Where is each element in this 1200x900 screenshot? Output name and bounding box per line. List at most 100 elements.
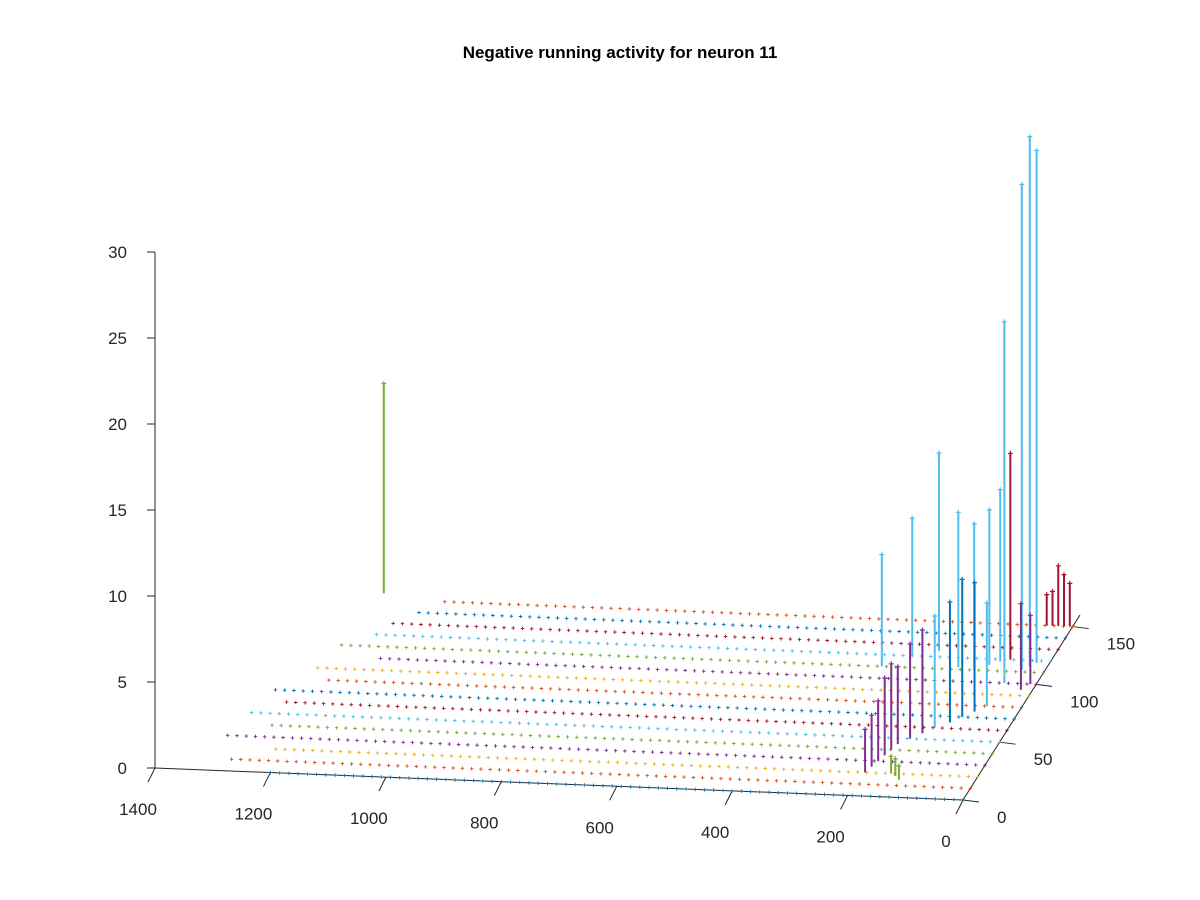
baseline-marker bbox=[726, 765, 731, 769]
baseline-marker bbox=[364, 739, 368, 743]
baseline-marker bbox=[758, 624, 763, 628]
baseline-marker bbox=[766, 612, 770, 617]
baseline-marker bbox=[430, 634, 434, 639]
baseline-marker bbox=[578, 700, 582, 704]
baseline-marker bbox=[705, 634, 709, 638]
baseline-marker bbox=[723, 634, 728, 639]
baseline-marker bbox=[554, 722, 559, 727]
baseline-marker bbox=[831, 793, 836, 797]
baseline-marker bbox=[548, 687, 553, 691]
baseline-marker bbox=[879, 688, 883, 692]
baseline-marker bbox=[759, 742, 764, 747]
baseline-marker bbox=[1001, 705, 1005, 709]
baseline-marker bbox=[679, 644, 684, 649]
stem-marker bbox=[888, 753, 894, 759]
baseline-marker bbox=[655, 667, 660, 672]
baseline-marker bbox=[559, 699, 564, 703]
baseline-marker bbox=[672, 656, 676, 660]
baseline-marker bbox=[344, 726, 348, 730]
baseline-marker bbox=[973, 763, 978, 767]
baseline-marker bbox=[698, 645, 702, 650]
stem-marker bbox=[1027, 134, 1033, 140]
baseline-marker bbox=[910, 713, 915, 717]
baseline-marker bbox=[855, 770, 860, 774]
baseline-marker bbox=[868, 794, 873, 799]
baseline-marker bbox=[345, 679, 350, 683]
baseline-marker bbox=[915, 796, 919, 800]
baseline-marker bbox=[745, 765, 749, 770]
baseline-marker bbox=[349, 643, 353, 648]
baseline-marker bbox=[691, 716, 695, 720]
baseline-marker bbox=[940, 785, 945, 790]
baseline-marker bbox=[325, 725, 330, 730]
baseline-marker bbox=[564, 782, 568, 787]
baseline-marker bbox=[833, 745, 838, 750]
baseline-marker bbox=[551, 758, 555, 762]
baseline-marker bbox=[906, 630, 911, 634]
stem-marker bbox=[984, 600, 990, 606]
baseline-marker bbox=[818, 768, 823, 773]
baseline-marker bbox=[528, 674, 532, 678]
baseline-marker bbox=[421, 693, 425, 698]
baseline-marker bbox=[912, 665, 916, 670]
baseline-marker bbox=[694, 681, 699, 685]
baseline-marker bbox=[599, 606, 604, 610]
baseline-marker bbox=[668, 632, 672, 637]
baseline-marker bbox=[441, 647, 445, 651]
baseline-marker bbox=[760, 636, 765, 640]
baseline-marker bbox=[553, 604, 558, 608]
baseline-marker bbox=[622, 690, 627, 694]
baseline-marker bbox=[836, 651, 841, 655]
baseline-marker bbox=[338, 749, 343, 754]
baseline-marker bbox=[663, 774, 668, 779]
baseline-marker bbox=[752, 754, 756, 758]
baseline-marker bbox=[983, 763, 987, 768]
baseline-marker bbox=[404, 645, 409, 650]
baseline-marker bbox=[920, 772, 924, 777]
baseline-marker bbox=[613, 630, 617, 634]
baseline-marker bbox=[543, 651, 547, 655]
baseline-marker bbox=[727, 658, 732, 663]
baseline-marker bbox=[394, 752, 398, 756]
baseline-marker bbox=[445, 730, 450, 734]
baseline-marker bbox=[793, 613, 798, 618]
baseline-marker bbox=[609, 665, 614, 670]
baseline-marker bbox=[875, 664, 879, 668]
baseline-marker bbox=[844, 758, 849, 762]
baseline-marker bbox=[669, 751, 673, 755]
baseline-marker bbox=[777, 684, 782, 688]
baseline-marker bbox=[855, 711, 859, 715]
baseline-marker bbox=[833, 686, 837, 691]
baseline-marker bbox=[917, 642, 922, 646]
baseline-marker bbox=[530, 745, 535, 750]
baseline-marker bbox=[816, 697, 821, 702]
baseline-marker bbox=[447, 683, 451, 687]
baseline-marker bbox=[489, 601, 493, 606]
baseline-marker bbox=[897, 629, 901, 634]
baseline-marker bbox=[379, 775, 383, 779]
baseline-marker bbox=[683, 728, 688, 732]
baseline-marker bbox=[564, 616, 569, 621]
baseline-marker bbox=[913, 618, 918, 623]
baseline-marker bbox=[566, 628, 571, 633]
baseline-marker bbox=[391, 621, 395, 626]
baseline-marker bbox=[902, 772, 906, 776]
stem-marker bbox=[907, 641, 913, 647]
baseline-marker bbox=[960, 738, 965, 743]
baseline-marker bbox=[530, 686, 534, 690]
baseline-marker bbox=[687, 751, 692, 756]
z-tick-label: 25 bbox=[108, 329, 127, 348]
baseline-marker bbox=[771, 648, 776, 653]
baseline-marker bbox=[290, 736, 295, 740]
x-tick-label: 1200 bbox=[235, 805, 273, 824]
baseline-marker bbox=[545, 781, 550, 786]
baseline-marker bbox=[528, 615, 532, 619]
baseline-marker bbox=[644, 714, 649, 719]
baseline-marker bbox=[416, 776, 420, 781]
baseline-marker bbox=[857, 782, 862, 786]
baseline-marker bbox=[844, 698, 848, 703]
baseline-marker bbox=[541, 698, 545, 703]
baseline-marker bbox=[864, 652, 868, 656]
baseline-marker bbox=[790, 708, 795, 713]
baseline-marker bbox=[798, 756, 803, 760]
